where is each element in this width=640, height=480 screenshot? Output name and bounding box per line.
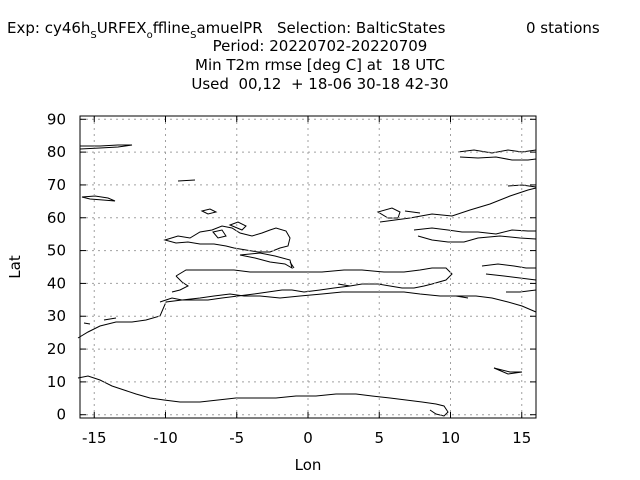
x-axis-label: Lon: [295, 456, 322, 474]
y-tick-label: 90: [47, 110, 66, 128]
y-tick-label: 20: [47, 340, 66, 358]
x-tick-label: -10: [153, 429, 178, 447]
x-axis-ticks: -15 -10 -5 0 5 10 15: [82, 116, 531, 447]
title-used: Used 00,12 + 18-06 30-18 42-30: [191, 75, 449, 93]
y-tick-label: 10: [47, 373, 66, 391]
x-tick-label: 10: [441, 429, 460, 447]
y-tick-label: 60: [47, 209, 66, 227]
x-tick-label: -5: [229, 429, 244, 447]
title-stations: 0 stations: [526, 19, 600, 37]
title-period: Period: 20220702-20220709: [212, 37, 428, 55]
y-tick-label: 50: [47, 242, 66, 260]
title-experiment: Exp: cy46hSURFEXofflineSamuelPR Selectio…: [7, 19, 446, 41]
coastline-map: [77, 144, 537, 417]
y-tick-label: 70: [47, 176, 66, 194]
y-tick-label: 0: [56, 406, 66, 424]
x-tick-label: 15: [512, 429, 531, 447]
y-tick-label: 80: [47, 143, 66, 161]
x-tick-label: 5: [374, 429, 384, 447]
chart-grid: [80, 116, 536, 418]
y-tick-label: 30: [47, 307, 66, 325]
y-axis-label: Lat: [6, 255, 24, 279]
title-variable: Min T2m rmse [deg C] at 18 UTC: [195, 56, 445, 74]
y-tick-label: 40: [47, 274, 66, 292]
x-tick-label: -15: [82, 429, 107, 447]
x-tick-label: 0: [303, 429, 313, 447]
y-axis-ticks: 0 10 20 30 40 50 60 70 80 90: [47, 110, 536, 424]
